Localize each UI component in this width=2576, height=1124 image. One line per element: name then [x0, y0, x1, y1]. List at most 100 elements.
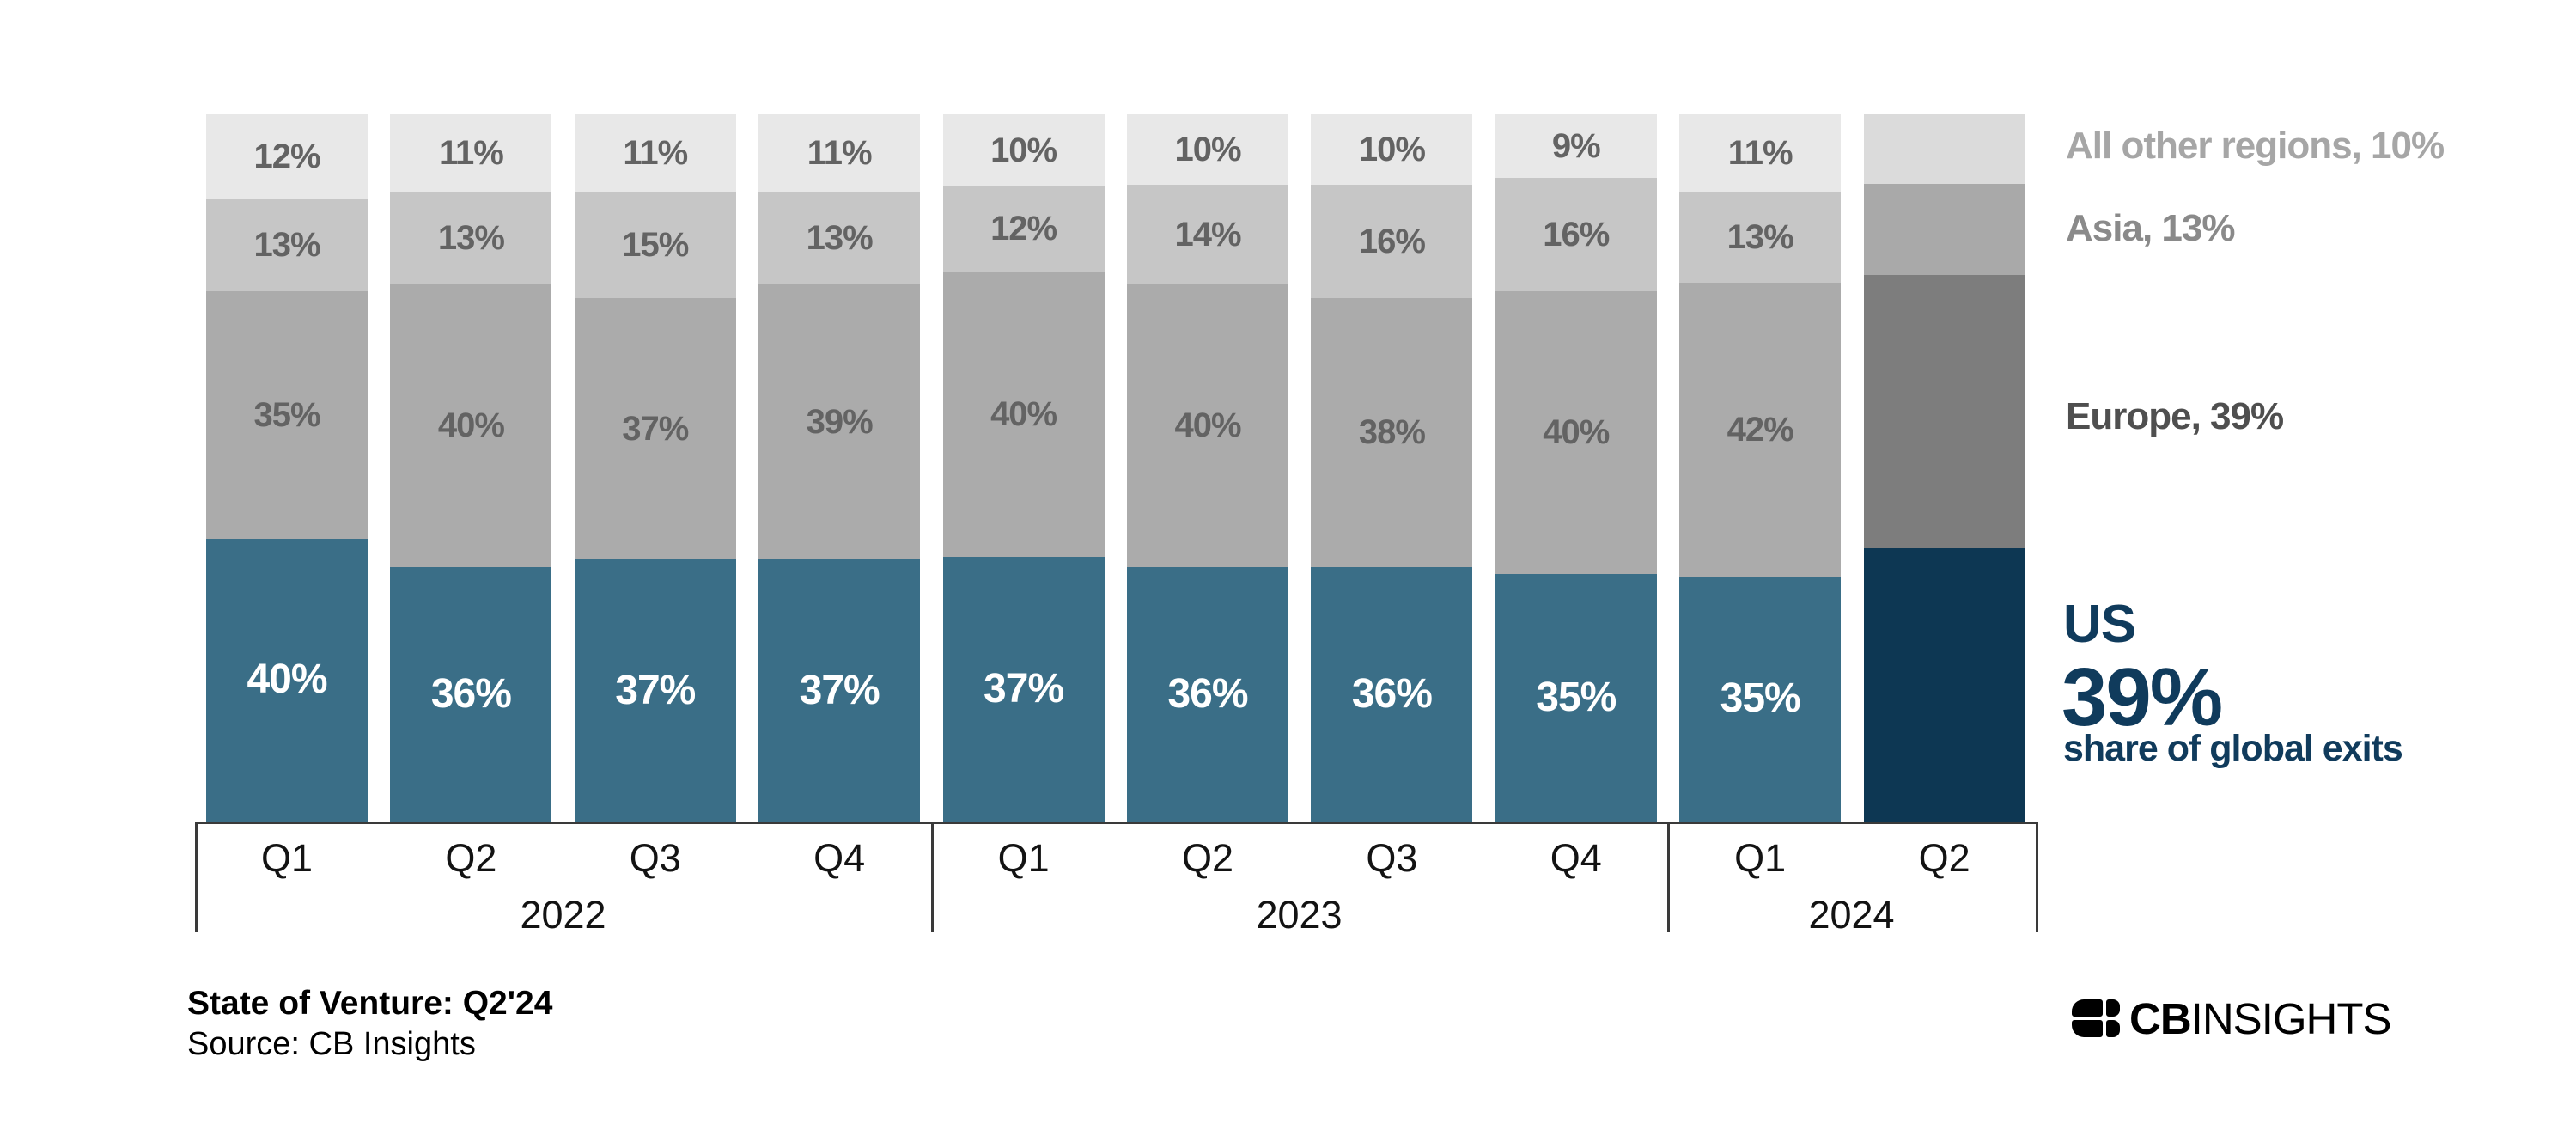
year-label: 2023	[1256, 893, 1343, 937]
segment-value-label: 40%	[1543, 413, 1610, 452]
legend-label-all-other-regions: All other regions, 10%	[2066, 125, 2445, 167]
segment-all-other-regions-bar9: 11%	[1679, 114, 1842, 192]
quarter-tick-label: Q1	[1734, 836, 1787, 880]
segment-value-label: 13%	[806, 219, 874, 257]
segment-asia-bar2: 13%	[390, 192, 552, 284]
segment-value-label: 36%	[1167, 670, 1248, 717]
segment-value-label: 40%	[990, 395, 1057, 434]
segment-europe-bar1: 35%	[206, 290, 368, 539]
segment-europe-bar5: 40%	[942, 271, 1105, 558]
logo-mark-quadrant	[2072, 999, 2103, 1017]
segment-all-other-regions-bar5: 10%	[942, 114, 1105, 186]
segment-value-label: 36%	[430, 670, 512, 717]
quarter-tick-label: Q4	[1550, 836, 1602, 880]
segment-europe-bar6: 40%	[1127, 284, 1288, 567]
segment-value-label: 13%	[253, 226, 320, 265]
axis-group-divider	[2036, 822, 2038, 932]
segment-asia-bar9: 13%	[1679, 191, 1842, 283]
segment-all-other-regions-bar7: 10%	[1311, 114, 1473, 186]
segment-europe-bar7: 38%	[1311, 297, 1473, 567]
segment-value-label: 10%	[990, 131, 1057, 169]
segment-value-label: 10%	[1358, 131, 1426, 169]
quarter-tick-label: Q2	[445, 836, 497, 880]
segment-all-other-regions-bar3: 11%	[574, 114, 736, 192]
segment-us-bar10	[1863, 548, 2025, 822]
segment-europe-bar2: 40%	[390, 284, 552, 567]
segment-asia-bar8: 16%	[1495, 178, 1657, 291]
segment-asia-bar5: 12%	[942, 186, 1105, 272]
logo-mark-quadrant	[2106, 1020, 2120, 1037]
segment-us-bar7: 36%	[1311, 566, 1473, 822]
segment-value-label: 10%	[1174, 131, 1241, 169]
segment-all-other-regions-bar6: 10%	[1127, 114, 1288, 186]
segment-value-label: 13%	[437, 219, 505, 257]
segment-value-label: 37%	[622, 410, 689, 449]
quarter-tick-label: Q2	[1181, 836, 1234, 880]
segment-asia-bar3: 15%	[574, 192, 736, 298]
segment-value-label: 40%	[437, 406, 505, 445]
segment-value-label: 40%	[247, 657, 327, 703]
segment-value-label: 36%	[1351, 670, 1433, 717]
segment-us-bar1: 40%	[206, 538, 368, 822]
segment-us-bar2: 36%	[390, 566, 552, 822]
segment-europe-bar3: 37%	[574, 297, 736, 560]
year-label: 2022	[520, 893, 606, 937]
segment-asia-bar10	[1863, 184, 2025, 276]
segment-value-label: 39%	[806, 403, 874, 441]
segment-all-other-regions-bar4: 11%	[758, 114, 921, 192]
segment-value-label: 16%	[1543, 215, 1610, 254]
logo-mark-quadrant	[2106, 999, 2120, 1017]
segment-us-bar5: 37%	[942, 557, 1105, 822]
quarter-tick-label: Q4	[813, 836, 866, 880]
footnote-source: Source: CB Insights	[187, 1026, 476, 1062]
axis-group-divider	[1667, 822, 1670, 932]
segment-value-label: 12%	[253, 137, 320, 176]
segment-value-label: 15%	[622, 226, 689, 265]
legend-label-europe: Europe, 39%	[2066, 395, 2284, 437]
quarter-tick-label: Q1	[997, 836, 1050, 880]
segment-all-other-regions-bar10	[1863, 114, 2025, 185]
segment-us-bar6: 36%	[1127, 566, 1288, 822]
segment-value-label: 37%	[799, 667, 880, 713]
segment-value-label: 35%	[1720, 675, 1801, 722]
axis-group-divider	[195, 822, 198, 932]
segment-value-label: 9%	[1551, 127, 1601, 166]
logo-text-cb: CB	[2129, 993, 2192, 1043]
quarter-tick-label: Q3	[1366, 836, 1418, 880]
segment-value-label: 38%	[1358, 413, 1426, 452]
segment-all-other-regions-bar2: 11%	[390, 114, 552, 192]
segment-asia-bar1: 13%	[206, 199, 368, 291]
segment-europe-bar9: 42%	[1679, 282, 1842, 577]
year-label: 2024	[1808, 893, 1895, 937]
segment-asia-bar4: 13%	[758, 192, 921, 284]
segment-value-label: 11%	[1727, 133, 1793, 172]
segment-value-label: 13%	[1726, 217, 1794, 256]
segment-value-label: 35%	[1536, 674, 1617, 720]
us-summary-caption: share of global exits	[2063, 728, 2403, 769]
legend-label-asia: Asia, 13%	[2066, 207, 2235, 249]
segment-value-label: 11%	[807, 134, 873, 173]
cb-insights-logo-icon	[2072, 999, 2120, 1037]
x-axis-line	[195, 822, 2038, 824]
segment-us-bar9: 35%	[1679, 576, 1842, 822]
segment-europe-bar10	[1863, 275, 2025, 549]
segment-us-bar4: 37%	[758, 559, 921, 822]
segment-us-bar3: 37%	[574, 559, 736, 822]
segment-value-label: 40%	[1174, 406, 1241, 445]
segment-value-label: 37%	[984, 666, 1064, 712]
us-summary-name: US	[2063, 595, 2136, 654]
segment-europe-bar8: 40%	[1495, 290, 1657, 574]
quarter-tick-label: Q1	[260, 836, 314, 880]
quarter-tick-label: Q3	[629, 836, 681, 880]
segment-us-bar8: 35%	[1495, 573, 1657, 822]
logo-text-insights: INSIGHTS	[2190, 993, 2392, 1043]
segment-asia-bar7: 16%	[1311, 185, 1473, 298]
segment-europe-bar4: 39%	[758, 284, 921, 560]
segment-all-other-regions-bar8: 9%	[1495, 114, 1657, 179]
segment-asia-bar6: 14%	[1127, 185, 1288, 284]
segment-value-label: 11%	[623, 134, 688, 173]
us-summary-value: 39%	[2061, 651, 2223, 743]
quarter-tick-label: Q2	[1918, 836, 1970, 880]
